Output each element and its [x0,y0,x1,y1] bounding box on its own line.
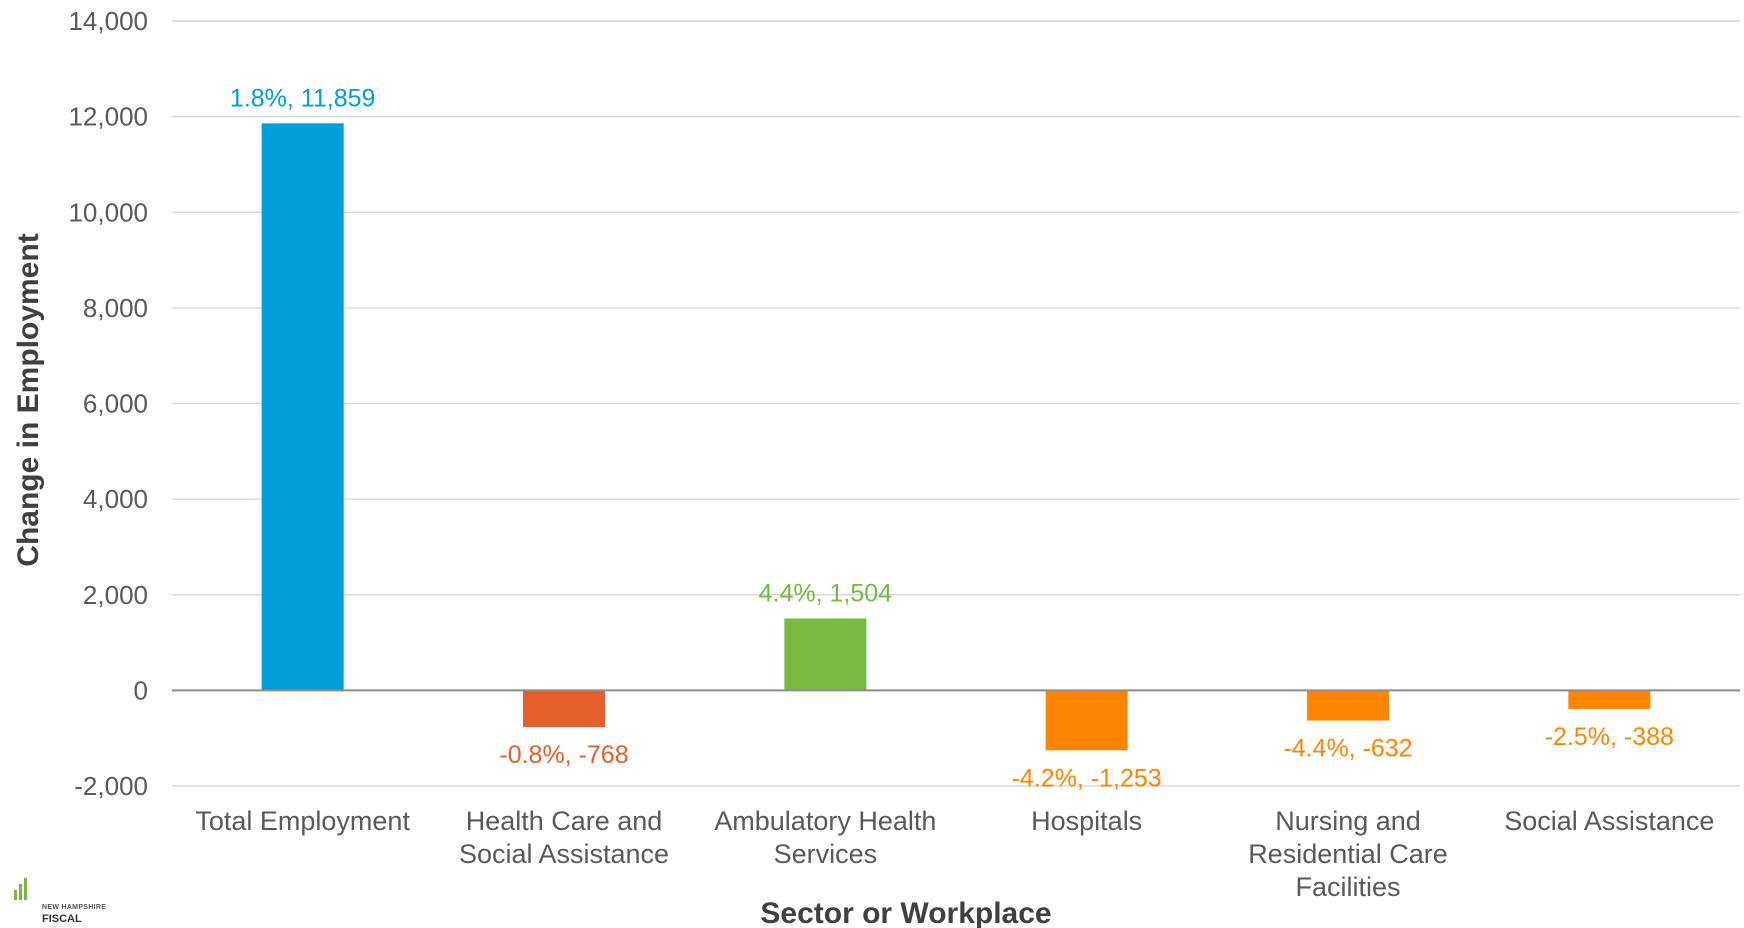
logo-line2: FISCAL [42,913,82,925]
category-label: Health Care and [466,806,663,836]
gridlines [172,20,1740,787]
data-label: 1.8%, 11,859 [230,84,375,112]
logo-line1: NEW HAMPSHIRE [42,904,107,911]
category-label: Nursing and [1275,806,1421,836]
y-tick-label: 6,000 [83,389,148,419]
category-label: Total Employment [195,806,410,836]
y-tick-label: 2,000 [83,580,148,610]
y-tick-label: 4,000 [83,484,148,514]
y-tick-label: 8,000 [83,293,148,323]
category-label: Hospitals [1031,806,1142,836]
data-label: -2.5%, -388 [1545,723,1674,751]
y-tick-label: 0 [134,675,148,705]
bar-6 [1568,690,1651,709]
data-label: -4.2%, -1,253 [1012,764,1162,792]
y-tick-label: 14,000 [68,6,148,36]
data-labels: 1.8%, 11,859 -0.8%, -768 4.4%, 1,504 -4.2%,… [230,84,1674,792]
y-axis-title: Change in Employment [12,233,45,566]
category-label: Social Assistance [459,839,669,869]
category-label: Social Assistance [1504,806,1714,836]
bar-1 [261,123,344,691]
y-tick-label: 10,000 [68,197,148,227]
y-tick-label: 12,000 [68,102,148,132]
data-label: -4.4%, -632 [1283,735,1412,763]
bar-3 [784,618,867,691]
category-label: Residential Care [1248,839,1448,869]
bars [261,123,1651,751]
bar-5 [1307,690,1389,721]
data-label: -0.8%, -768 [499,741,628,769]
category-label: Facilities [1295,872,1400,902]
y-axis-ticks: -2,000 0 2,000 4,000 6,000 8,000 10,000 12,000 1… [68,6,148,801]
category-label: Services [774,839,878,869]
nh-fiscal-logo: NEW HAMPSHIRE FISCAL [14,878,154,928]
y-tick-label: -2,000 [74,771,148,801]
category-label: Ambulatory Health [714,806,936,836]
bar-2 [523,690,605,728]
x-axis-title: Sector or Workplace [760,897,1051,928]
data-label: 4.4%, 1,504 [759,579,893,607]
bar-4 [1045,690,1128,751]
